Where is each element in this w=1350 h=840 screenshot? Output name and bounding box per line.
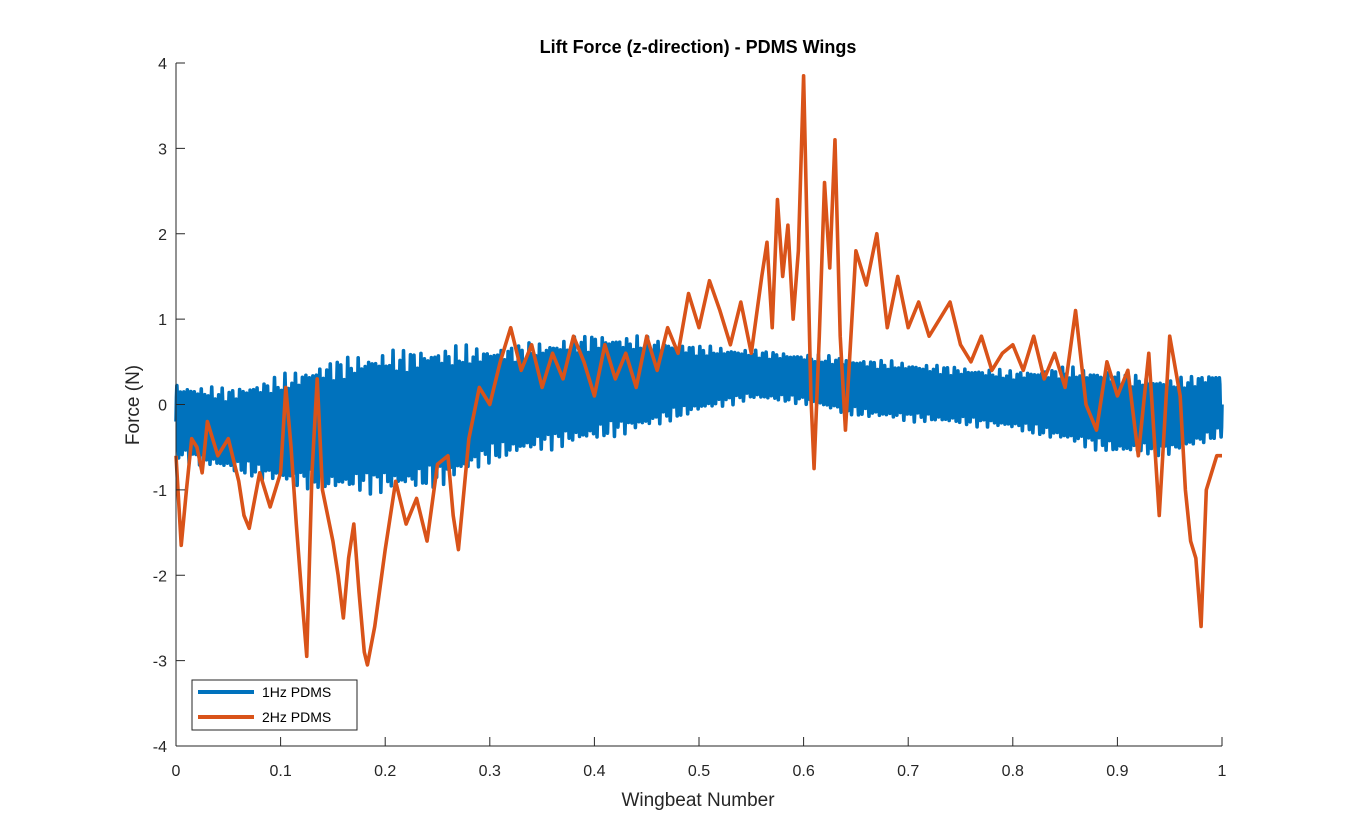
x-tick-label: 0.3 [479,763,501,780]
x-tick-label: 0 [172,763,181,780]
y-tick-label: -2 [153,568,167,585]
series-line-2hz-pdms [174,74,1222,667]
y-tick-label: -4 [153,739,167,756]
x-axis-ticks: 0 0.1 0.2 0.3 0.4 0.5 0.6 0.7 0.8 0.9 1 [172,737,1227,780]
x-tick-label: 0.5 [688,763,710,780]
legend: 1Hz PDMS 2Hz PDMS [191,679,358,731]
y-tick-label: 1 [158,312,167,329]
x-tick-label: 0.1 [269,763,291,780]
series-layer [174,74,1224,667]
chart-title: Lift Force (z-direction) - PDMS Wings [540,37,857,57]
y-tick-label: 2 [158,227,167,244]
y-tick-label: 3 [158,141,167,158]
x-tick-label: 0.6 [792,763,814,780]
legend-label-1hz: 1Hz PDMS [262,684,331,700]
x-tick-label: 0.9 [1106,763,1128,780]
legend-box [191,679,358,731]
plot-area: 0 0.1 0.2 0.3 0.4 0.5 0.6 0.7 0.8 0.9 1 -4 -3 -2 -1 0 1… [153,56,1227,780]
y-tick-label: -3 [153,654,167,671]
x-tick-label: 0.7 [897,763,919,780]
y-tick-label: -1 [153,483,167,500]
x-tick-label: 0.8 [1002,763,1024,780]
legend-label-2hz: 2Hz PDMS [262,709,331,725]
y-tick-label: 4 [158,56,167,73]
series-line-1hz-pdms [174,334,1224,496]
x-tick-label: 1 [1218,763,1227,780]
x-axis-label: Wingbeat Number [621,790,775,811]
x-tick-label: 0.2 [374,763,396,780]
y-axis-label: Force (N) [123,365,144,445]
x-tick-label: 0.4 [583,763,605,780]
y-axis-ticks: -4 -3 -2 -1 0 1 2 3 4 [153,56,185,756]
y-tick-label: 0 [158,398,167,415]
